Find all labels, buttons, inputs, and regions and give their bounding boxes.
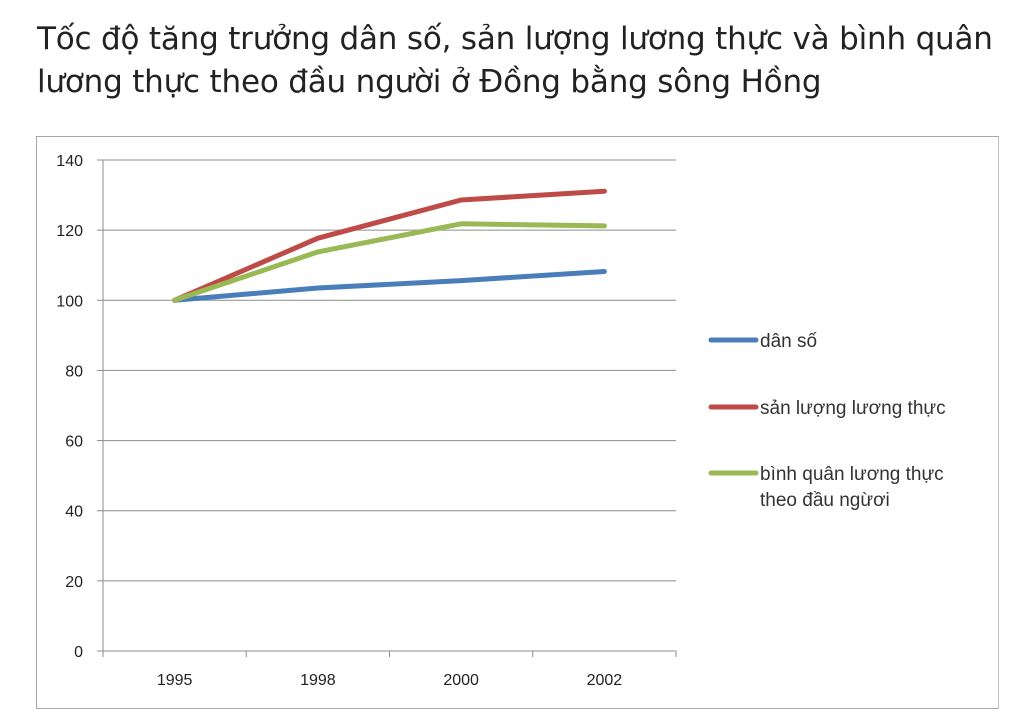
y-tick-label-60: 60 — [65, 434, 83, 451]
y-tick-label-140: 140 — [56, 153, 83, 170]
y-tick-label-0: 0 — [74, 644, 83, 661]
chart-title-line-1: Tốc độ tăng trưởng dân số, sản lượng lươ… — [37, 21, 993, 57]
legend-label-1: sản lượng lương thực — [760, 398, 946, 419]
x-tick-label-1995: 1995 — [157, 672, 193, 689]
legend-label-2-line-2: theo đầu ngừơi — [760, 490, 890, 511]
chart-title-line-2: lương thực theo đầu người ở Đồng bằng sô… — [37, 64, 822, 100]
series-line-0 — [172, 269, 607, 303]
y-tick-label-40: 40 — [65, 504, 83, 521]
x-tick-label-1998: 1998 — [300, 672, 336, 689]
legend-label-2-line-1: bình quân lương thực — [760, 464, 944, 485]
series-line-1 — [172, 188, 607, 303]
chart-title: Tốc độ tăng trưởng dân số, sản lượng lươ… — [37, 18, 1012, 104]
x-tick-label-2002: 2002 — [587, 672, 623, 689]
y-tick-label-120: 120 — [56, 223, 83, 240]
y-tick-label-80: 80 — [65, 363, 83, 380]
legend-label-0: dân số — [760, 331, 817, 352]
x-tick-label-2000: 2000 — [443, 672, 479, 689]
series-line-2 — [172, 221, 607, 303]
y-tick-label-100: 100 — [56, 293, 83, 310]
y-tick-label-20: 20 — [65, 574, 83, 591]
chart-frame — [36, 136, 999, 709]
